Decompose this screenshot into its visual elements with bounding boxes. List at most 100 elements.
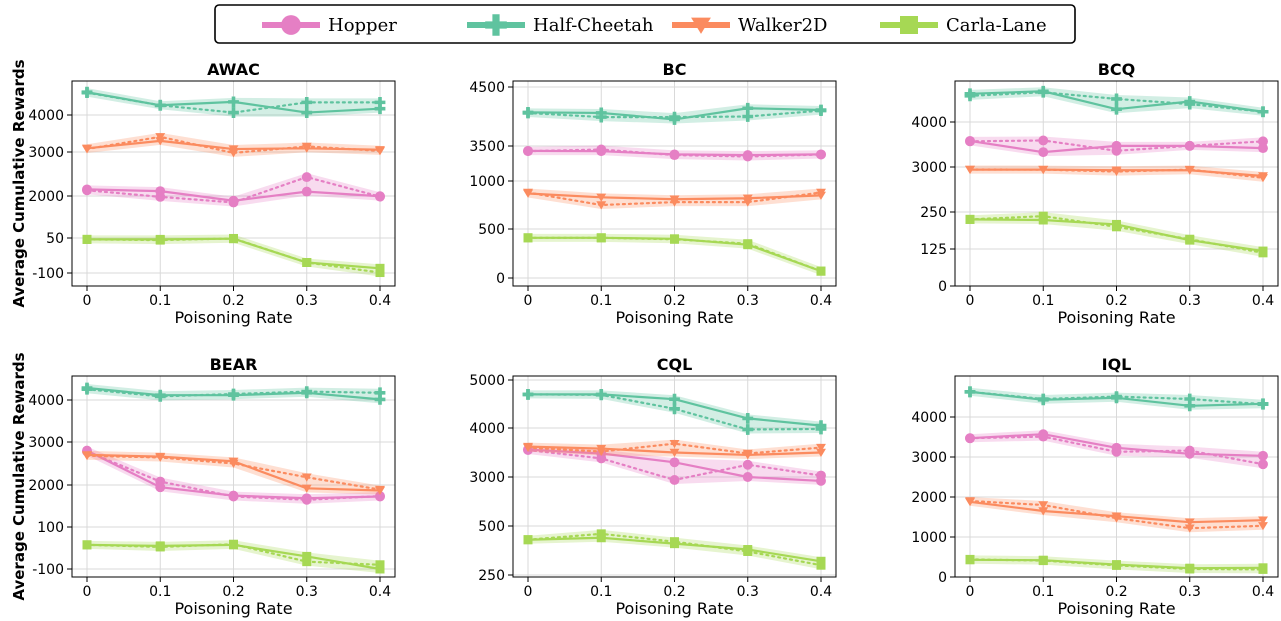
- point-walker2d: [965, 498, 975, 507]
- y-axis-label: Average Cumulative Rewards: [10, 59, 28, 307]
- chart-title: IQL: [1102, 355, 1132, 374]
- series-hopper: [965, 135, 1268, 158]
- x-tick-label: 0.1: [1032, 584, 1054, 600]
- point-carla-lane: [302, 258, 312, 267]
- point-half-cheetah: [595, 389, 607, 400]
- point-walker2d: [1184, 166, 1195, 175]
- point-half-cheetah: [154, 99, 166, 111]
- point-carla-lane: [1258, 246, 1268, 256]
- y-tick-label: 500: [478, 519, 505, 535]
- series-half-cheetah: [964, 85, 1269, 118]
- chart-iql: 0 0.1 0.2 0.3 0.4 0 1000 2000 3000 4000 IQL Poisoni…: [911, 355, 1279, 618]
- x-axis-label: Poisoning Rate: [174, 308, 292, 327]
- point-hopper: [742, 472, 753, 482]
- legend-item-carla-lane: Carla-Lane: [880, 15, 1047, 36]
- point-walker2d: [1258, 516, 1268, 525]
- point-carla-lane: [1258, 563, 1268, 573]
- point-carla-lane: [375, 564, 385, 574]
- y-tick-label: 500: [478, 222, 505, 238]
- y-tick-label: 3000: [28, 145, 64, 161]
- point-half-cheetah: [1257, 398, 1269, 410]
- point-dotted-carla-lane: [302, 557, 312, 567]
- y-tick-label: 3000: [911, 450, 947, 466]
- point-half-cheetah: [1184, 400, 1196, 412]
- chart-bc: 0 0.1 0.2 0.3 0.4 0 500 1000 3500 4500 BC Poisoning…: [469, 60, 837, 327]
- point-hopper: [301, 186, 312, 197]
- x-tick-label: 0.4: [810, 584, 832, 600]
- series-carla-lane: [82, 233, 385, 278]
- point-carla-lane: [743, 545, 753, 555]
- point-dotted-hopper: [669, 474, 680, 485]
- point-carla-lane: [229, 540, 238, 550]
- point-walker2d: [375, 486, 385, 495]
- legend-marker-walker2d-icon: [691, 17, 711, 34]
- point-half-cheetah: [374, 103, 386, 115]
- point-walker2d: [375, 146, 385, 155]
- series-walker2d: [82, 132, 385, 158]
- x-tick-label: 0.4: [810, 293, 832, 309]
- legend-item-walker2d: Walker2D: [672, 15, 827, 36]
- point-hopper: [1111, 442, 1122, 453]
- point-carla-lane: [596, 533, 606, 543]
- series-half-cheetah: [964, 386, 1269, 412]
- legend-item-hopper: Hopper: [262, 15, 397, 36]
- point-hopper: [965, 135, 975, 146]
- point-carla-lane: [229, 234, 238, 244]
- point-half-cheetah: [669, 393, 680, 405]
- point-walker2d: [965, 165, 975, 175]
- x-tick-label: 0.4: [1252, 584, 1274, 600]
- point-dotted-hopper: [301, 172, 312, 183]
- plot-frame: [954, 375, 1279, 578]
- point-half-cheetah: [522, 389, 534, 400]
- x-tick-label: 0.3: [296, 584, 318, 600]
- series-half-cheetah: [522, 389, 827, 435]
- chart-bcq: 0 0.1 0.2 0.3 0.4 0 125 250 3000 4000 BCQ Poisoning…: [911, 60, 1279, 327]
- x-tick-label: 0.4: [1252, 293, 1274, 309]
- point-walker2d: [669, 448, 680, 457]
- point-walker2d: [301, 484, 312, 493]
- x-tick-label: 0.2: [222, 584, 244, 600]
- plot-frame: [71, 80, 396, 287]
- point-walker2d: [1038, 507, 1049, 516]
- series-carla-lane: [965, 554, 1268, 574]
- series-carla-lane: [965, 211, 1268, 258]
- point-carla-lane: [1038, 555, 1048, 565]
- y-tick-label: 2000: [911, 490, 947, 506]
- y-axis-label: Average Cumulative Rewards: [10, 352, 28, 600]
- line-dotted-carla-lane: [526, 532, 823, 567]
- legend-box: [214, 4, 1076, 44]
- point-half-cheetah: [228, 389, 239, 401]
- point-carla-lane: [1185, 563, 1195, 573]
- point-walker2d: [301, 144, 312, 153]
- series-carla-lane: [523, 233, 826, 276]
- point-carla-lane: [155, 541, 165, 551]
- line-dotted-hopper: [968, 139, 1265, 152]
- y-tick-label: 2000: [28, 189, 64, 205]
- point-hopper: [965, 433, 975, 444]
- x-tick-label: 0.1: [590, 584, 612, 600]
- x-tick-label: 0.1: [1032, 293, 1054, 309]
- y-tick-label: 100: [37, 520, 64, 536]
- x-tick-label: 0.2: [663, 293, 685, 309]
- point-dotted-hopper: [1258, 459, 1268, 470]
- point-dotted-hopper: [742, 459, 753, 470]
- point-walker2d: [742, 451, 753, 460]
- y-tick-label: 4000: [28, 393, 64, 409]
- point-hopper: [155, 186, 166, 197]
- series-walker2d: [523, 188, 826, 210]
- y-tick-label: 4000: [911, 410, 947, 426]
- line-dotted-walker2d: [526, 191, 823, 207]
- point-walker2d: [523, 442, 533, 452]
- point-walker2d: [155, 137, 166, 146]
- y-tick-label: 1000: [469, 174, 505, 190]
- y-tick-label: -100: [32, 562, 64, 578]
- plot-frame: [71, 375, 396, 578]
- point-hopper: [1111, 140, 1122, 151]
- point-dotted-hopper: [1038, 135, 1049, 146]
- legend-label-walker2d: Walker2D: [738, 15, 827, 36]
- point-dotted-half-cheetah: [669, 403, 680, 415]
- point-hopper: [669, 149, 680, 160]
- y-tick-label: 0: [938, 570, 947, 586]
- point-carla-lane: [816, 266, 826, 276]
